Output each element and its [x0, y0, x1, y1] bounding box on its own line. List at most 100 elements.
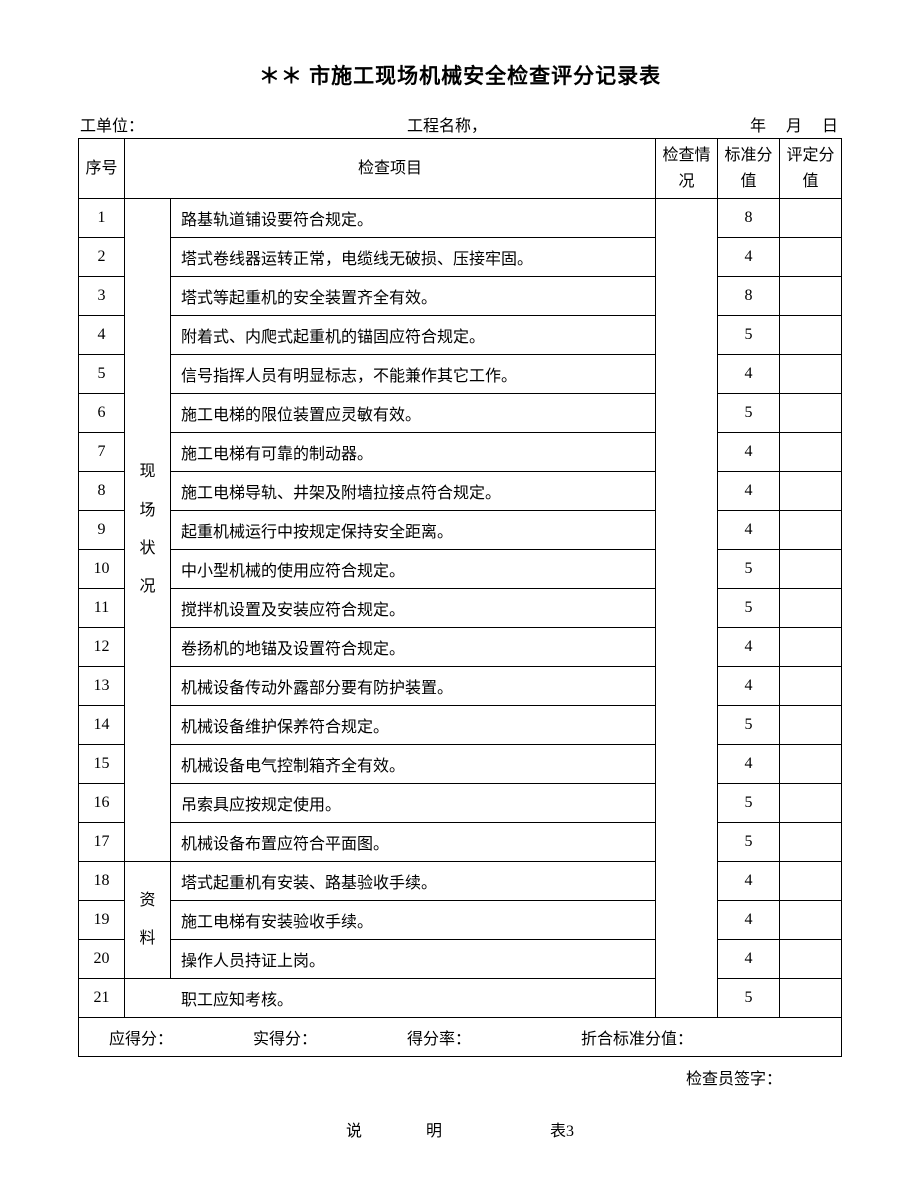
std: 4 — [718, 940, 780, 979]
std: 4 — [718, 628, 780, 667]
seq: 5 — [79, 355, 125, 394]
seq: 12 — [79, 628, 125, 667]
seq: 18 — [79, 862, 125, 901]
eval — [780, 472, 842, 511]
item: 起重机械运行中按规定保持安全距离。 — [171, 511, 656, 550]
seq: 15 — [79, 745, 125, 784]
col-std: 标准分值 — [718, 139, 780, 199]
item: 塔式卷线器运转正常，电缆线无破损、压接牢固。 — [171, 238, 656, 277]
check-col — [656, 199, 718, 1018]
std: 8 — [718, 199, 780, 238]
table-row: 15 机械设备电气控制箱齐全有效。 4 — [79, 745, 842, 784]
std: 5 — [718, 394, 780, 433]
std: 4 — [718, 862, 780, 901]
std: 4 — [718, 472, 780, 511]
item: 施工电梯导轨、井架及附墙拉接点符合规定。 — [171, 472, 656, 511]
eval — [780, 745, 842, 784]
seq: 2 — [79, 238, 125, 277]
item: 施工电梯有可靠的制动器。 — [171, 433, 656, 472]
item: 施工电梯有安装验收手续。 — [171, 901, 656, 940]
eval — [780, 238, 842, 277]
table-row: 20 操作人员持证上岗。 4 — [79, 940, 842, 979]
seq: 19 — [79, 901, 125, 940]
item: 机械设备维护保养符合规定。 — [171, 706, 656, 745]
table-row: 12 卷扬机的地锚及设置符合规定。 4 — [79, 628, 842, 667]
std: 4 — [718, 355, 780, 394]
item: 塔式等起重机的安全装置齐全有效。 — [171, 277, 656, 316]
col-check: 检查情况 — [656, 139, 718, 199]
table-row: 7 施工电梯有可靠的制动器。 4 — [79, 433, 842, 472]
biao-label: 表3 — [550, 1123, 574, 1140]
page-title: ＊＊ 市施工现场机械安全检查评分记录表 — [78, 60, 842, 90]
shide-label: 实得分： — [253, 1025, 403, 1049]
eval — [780, 433, 842, 472]
seq: 10 — [79, 550, 125, 589]
std: 4 — [718, 901, 780, 940]
eval — [780, 667, 842, 706]
seq: 14 — [79, 706, 125, 745]
std: 4 — [718, 511, 780, 550]
unit-label: 工单位： — [80, 112, 144, 136]
std: 5 — [718, 550, 780, 589]
yingde-label: 应得分： — [109, 1025, 249, 1049]
std: 5 — [718, 316, 780, 355]
eval — [780, 355, 842, 394]
seq: 9 — [79, 511, 125, 550]
seq: 3 — [79, 277, 125, 316]
table-row: 9 起重机械运行中按规定保持安全距离。 4 — [79, 511, 842, 550]
table-row: 5 信号指挥人员有明显标志，不能兼作其它工作。 4 — [79, 355, 842, 394]
shuoming-label: 说 明 — [346, 1123, 466, 1140]
zhehe-label: 折合标准分值： — [581, 1025, 693, 1049]
eval — [780, 628, 842, 667]
table-row: 16 吊索具应按规定使用。 5 — [79, 784, 842, 823]
std: 5 — [718, 823, 780, 862]
item: 机械设备布置应符合平面图。 — [171, 823, 656, 862]
seq: 13 — [79, 667, 125, 706]
eval — [780, 511, 842, 550]
eval — [780, 394, 842, 433]
table-row: 8 施工电梯导轨、井架及附墙拉接点符合规定。 4 — [79, 472, 842, 511]
table-row: 6 施工电梯的限位装置应灵敏有效。 5 — [79, 394, 842, 433]
seq: 1 — [79, 199, 125, 238]
item: 操作人员持证上岗。 — [171, 940, 656, 979]
table-row: 14 机械设备维护保养符合规定。 5 — [79, 706, 842, 745]
seq: 11 — [79, 589, 125, 628]
item: 中小型机械的使用应符合规定。 — [171, 550, 656, 589]
category-doc: 资料 — [125, 862, 171, 979]
table-header-row: 序号 检查项目 检查情况 标准分值 评定分值 — [79, 139, 842, 199]
table-row: 17 机械设备布置应符合平面图。 5 — [79, 823, 842, 862]
item: 卷扬机的地锚及设置符合规定。 — [171, 628, 656, 667]
date-label: 年 月 日 — [750, 112, 840, 136]
eval — [780, 589, 842, 628]
item: 吊索具应按规定使用。 — [171, 784, 656, 823]
item: 路基轨道铺设要符合规定。 — [171, 199, 656, 238]
table-row: 19 施工电梯有安装验收手续。 4 — [79, 901, 842, 940]
item: 机械设备传动外露部分要有防护装置。 — [171, 667, 656, 706]
eval — [780, 316, 842, 355]
table-row: 2 塔式卷线器运转正常，电缆线无破损、压接牢固。 4 — [79, 238, 842, 277]
item: 塔式起重机有安装、路基验收手续。 — [171, 862, 656, 901]
eval — [780, 277, 842, 316]
item: 职工应知考核。 — [125, 979, 656, 1018]
eval — [780, 901, 842, 940]
std: 5 — [718, 706, 780, 745]
table-row: 11 搅拌机设置及安装应符合规定。 5 — [79, 589, 842, 628]
table-row: 4 附着式、内爬式起重机的锚固应符合规定。 5 — [79, 316, 842, 355]
col-item: 检查项目 — [125, 139, 656, 199]
table-row: 13 机械设备传动外露部分要有防护装置。 4 — [79, 667, 842, 706]
std: 4 — [718, 667, 780, 706]
std: 4 — [718, 745, 780, 784]
item: 搅拌机设置及安装应符合规定。 — [171, 589, 656, 628]
std: 5 — [718, 784, 780, 823]
table-row: 18 资料 塔式起重机有安装、路基验收手续。 4 — [79, 862, 842, 901]
score-table: 序号 检查项目 检查情况 标准分值 评定分值 1 现场状况 路基轨道铺设要符合规… — [78, 138, 842, 1057]
seq: 6 — [79, 394, 125, 433]
std: 4 — [718, 433, 780, 472]
seq: 17 — [79, 823, 125, 862]
rate-label: 得分率： — [407, 1025, 577, 1049]
table-row: 3 塔式等起重机的安全装置齐全有效。 8 — [79, 277, 842, 316]
std: 5 — [718, 979, 780, 1018]
eval — [780, 199, 842, 238]
item: 施工电梯的限位装置应灵敏有效。 — [171, 394, 656, 433]
item: 信号指挥人员有明显标志，不能兼作其它工作。 — [171, 355, 656, 394]
